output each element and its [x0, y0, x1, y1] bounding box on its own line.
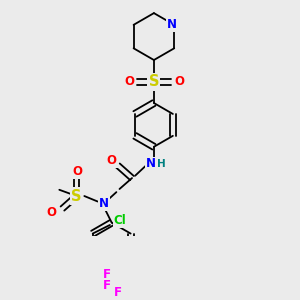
- Text: F: F: [103, 268, 111, 281]
- Text: O: O: [174, 75, 184, 88]
- Text: O: O: [124, 75, 134, 88]
- Text: Cl: Cl: [114, 214, 127, 227]
- Text: H: H: [158, 159, 166, 169]
- Text: O: O: [72, 165, 82, 178]
- Text: N: N: [167, 18, 177, 31]
- Text: O: O: [107, 154, 117, 167]
- Text: F: F: [114, 286, 122, 299]
- Text: F: F: [103, 279, 111, 292]
- Text: S: S: [71, 188, 82, 203]
- Text: S: S: [149, 74, 159, 89]
- Text: O: O: [46, 206, 56, 219]
- Text: N: N: [99, 197, 109, 210]
- Text: N: N: [146, 158, 156, 170]
